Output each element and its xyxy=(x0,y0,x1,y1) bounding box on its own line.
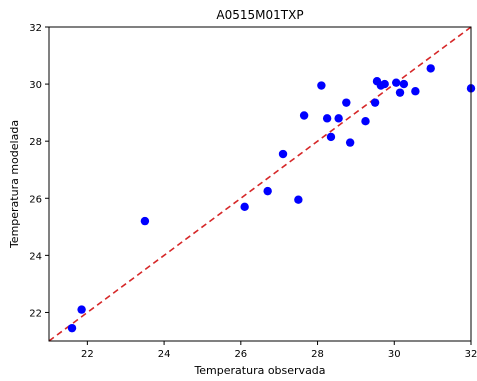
data-point xyxy=(380,79,389,89)
x-tick-label: 26 xyxy=(234,349,247,360)
x-axis-ticks: 22 24 26 28 30 32 xyxy=(81,341,477,360)
y-axis-label: Temperatura modelada xyxy=(8,120,21,249)
data-point xyxy=(67,323,77,333)
x-tick-label: 32 xyxy=(465,349,477,360)
data-point xyxy=(370,98,380,107)
x-axis-label: Temperatura observada xyxy=(193,364,325,377)
data-point xyxy=(391,78,401,87)
data-points xyxy=(67,64,476,333)
data-point xyxy=(317,81,326,90)
chart-title: A0515M01TXP xyxy=(216,8,303,22)
x-tick-label: 28 xyxy=(311,349,324,360)
data-point xyxy=(322,114,332,123)
y-axis-ticks: 22 24 26 28 30 32 xyxy=(29,23,49,319)
reference-line xyxy=(48,26,472,342)
y-tick-label: 24 xyxy=(29,251,42,262)
data-point xyxy=(140,216,150,226)
data-point xyxy=(426,64,435,73)
plot-area: 22 24 26 28 30 32 22 24 26 28 30 32 xyxy=(29,23,477,360)
data-point xyxy=(345,138,355,147)
data-point xyxy=(399,79,409,89)
y-tick-label: 26 xyxy=(29,194,42,205)
y-tick-label: 30 xyxy=(29,80,42,91)
data-point xyxy=(240,202,249,212)
data-point xyxy=(411,87,420,96)
data-point xyxy=(263,186,272,196)
data-point xyxy=(294,195,303,204)
data-point xyxy=(334,114,343,123)
y-tick-label: 28 xyxy=(29,137,42,148)
y-tick-label: 22 xyxy=(29,308,42,319)
data-point xyxy=(361,117,370,126)
x-tick-label: 24 xyxy=(158,349,171,360)
x-tick-label: 30 xyxy=(388,349,401,360)
data-point xyxy=(326,132,336,142)
x-tick-label: 22 xyxy=(81,349,94,360)
data-point xyxy=(299,111,309,120)
data-point xyxy=(395,88,405,97)
y-tick-label: 32 xyxy=(29,23,42,34)
axes-frame xyxy=(48,26,472,342)
data-point xyxy=(278,149,288,159)
data-point xyxy=(77,305,86,314)
data-point xyxy=(342,98,351,107)
